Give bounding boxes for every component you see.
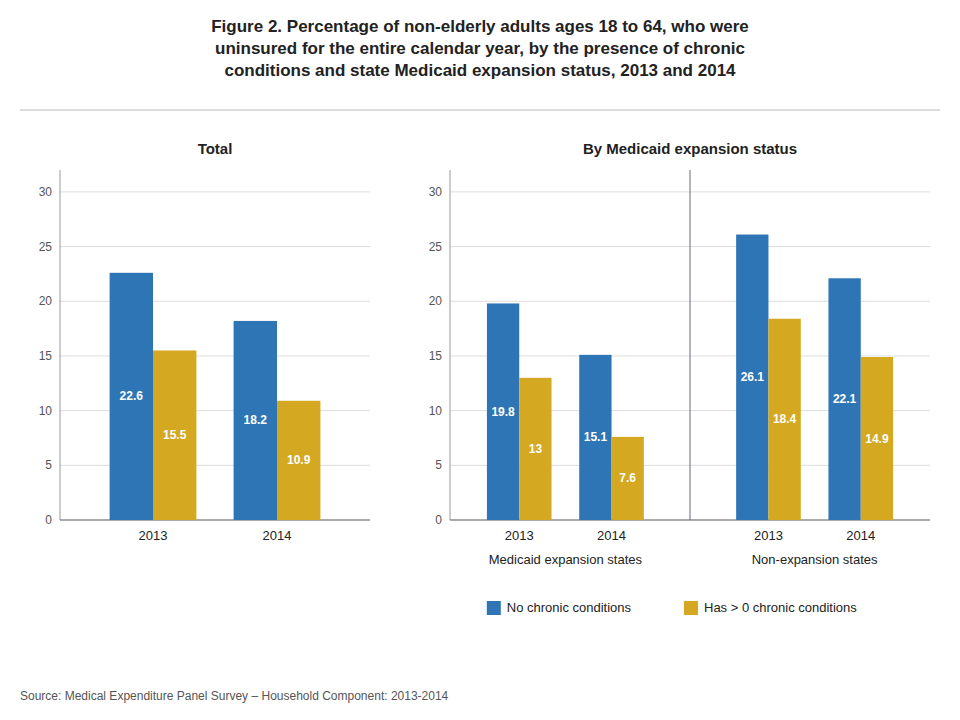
group-divider [690, 170, 691, 520]
data-label: 7.6 [619, 471, 636, 485]
data-label: 26.1 [741, 370, 765, 384]
data-label: 15.5 [163, 428, 187, 442]
grid-line [60, 520, 370, 521]
y-axis-line [450, 170, 451, 520]
y-tick-label: 10 [39, 404, 53, 418]
legend-swatch [487, 601, 501, 615]
legend-label: No chronic conditions [507, 600, 632, 615]
y-axis-line [60, 170, 61, 520]
data-label: 18.4 [773, 412, 797, 426]
subtitle: By Medicaid expansion status [583, 140, 797, 157]
bar [828, 278, 860, 520]
data-label: 22.6 [120, 389, 144, 403]
source-note: Source: Medical Expenditure Panel Survey… [20, 689, 449, 703]
y-tick-label: 30 [39, 185, 53, 199]
title: Figure 2. Percentage of non-elderly adul… [211, 17, 749, 80]
bars [110, 273, 321, 520]
x-tick-label: 2014 [263, 528, 292, 543]
y-tick-label: 30 [429, 185, 443, 199]
x-tick-label: 2013 [139, 528, 168, 543]
legend-label: Has > 0 chronic conditions [704, 600, 857, 615]
bar [487, 303, 519, 520]
data-labels: 22.6 18.2 15.5 10.9 [120, 389, 311, 467]
data-label: 18.2 [244, 413, 268, 427]
y-tick-label: 25 [429, 240, 443, 254]
x-tick-label: 2014 [597, 528, 626, 543]
data-label: 13 [529, 442, 543, 456]
y-tick-label: 0 [435, 513, 442, 527]
data-label: 14.9 [865, 432, 889, 446]
y-tick-label: 15 [429, 349, 443, 363]
data-label: 15.1 [584, 430, 608, 444]
subtitle: Total [198, 140, 233, 157]
grid-line [60, 301, 370, 302]
bar [277, 401, 320, 520]
y-tick-label: 5 [435, 458, 442, 472]
bar [768, 319, 800, 520]
group-label: Non-expansion states [752, 552, 878, 567]
y-tick-label: 20 [429, 294, 443, 308]
grid-line [60, 191, 370, 192]
group-label: Medicaid expansion states [489, 552, 643, 567]
y-tick-label: 5 [45, 458, 52, 472]
y-tick-label: 25 [39, 240, 53, 254]
bar [736, 235, 768, 520]
bar [519, 378, 551, 520]
x-tick-label: 2013 [505, 528, 534, 543]
grid-line [60, 246, 370, 247]
chart-root: Figure 2. Percentage of non-elderly adul… [0, 0, 960, 720]
data-label: 19.8 [491, 405, 515, 419]
legend: No chronic conditions Has > 0 chronic con… [487, 600, 858, 615]
data-label: 22.1 [833, 392, 857, 406]
chart-1: By Medicaid expansion status 0 5 10 15 20 25 30… [429, 140, 930, 567]
bar [110, 273, 153, 520]
title-line: Figure 2. Percentage of non-elderly adul… [211, 17, 749, 36]
data-label: 10.9 [287, 453, 311, 467]
bar [153, 350, 196, 520]
chart-0: Total 0 5 10 15 20 25 30 22.6 18.2 15.5 10.9 2013 201… [39, 140, 370, 543]
y-tick-label: 15 [39, 349, 53, 363]
y-tick-label: 10 [429, 404, 443, 418]
grid-line [60, 410, 370, 411]
x-axis-line [60, 520, 370, 521]
y-tick-label: 20 [39, 294, 53, 308]
legend-swatch [684, 601, 698, 615]
grid-line [60, 355, 370, 356]
y-tick-label: 0 [45, 513, 52, 527]
title-line: conditions and state Medicaid expansion … [224, 61, 736, 80]
bar [579, 355, 611, 520]
x-tick-label: 2013 [754, 528, 783, 543]
bar [612, 437, 644, 520]
bar [234, 321, 277, 520]
x-tick-label: 2014 [846, 528, 875, 543]
separator [20, 110, 940, 111]
bar [861, 357, 893, 520]
grid-line [60, 465, 370, 466]
title-line: uninsured for the entire calendar year, … [215, 39, 745, 58]
